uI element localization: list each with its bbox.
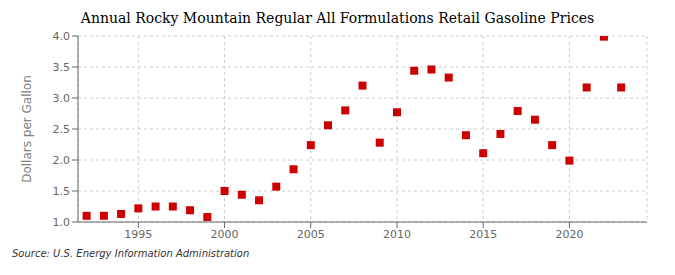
- svg-text:2.0: 2.0: [53, 154, 71, 167]
- svg-text:3.0: 3.0: [53, 92, 71, 105]
- svg-text:3.5: 3.5: [53, 61, 71, 74]
- svg-text:4.0: 4.0: [53, 30, 71, 43]
- svg-text:1995: 1995: [124, 228, 152, 241]
- svg-text:2005: 2005: [297, 228, 325, 241]
- html-text:Source: U.S. Energy Informatio: Source: U.S. Energy Information Administ…: [12, 248, 250, 259]
- svg-text:2.5: 2.5: [53, 123, 71, 136]
- svg-text:1.0: 1.0: [53, 216, 71, 229]
- svg-text:2000: 2000: [211, 228, 239, 241]
- svg-text:Dollars per Gallon: Dollars per Gallon: [20, 75, 34, 183]
- html-text:Annual Rocky Mountain Regular: Annual Rocky Mountain Regular All Formul…: [80, 10, 595, 26]
- svg-text:2015: 2015: [469, 228, 497, 241]
- svg-text:2020: 2020: [555, 228, 583, 241]
- svg-text:2010: 2010: [383, 228, 411, 241]
- svg-text:1.5: 1.5: [53, 185, 71, 198]
